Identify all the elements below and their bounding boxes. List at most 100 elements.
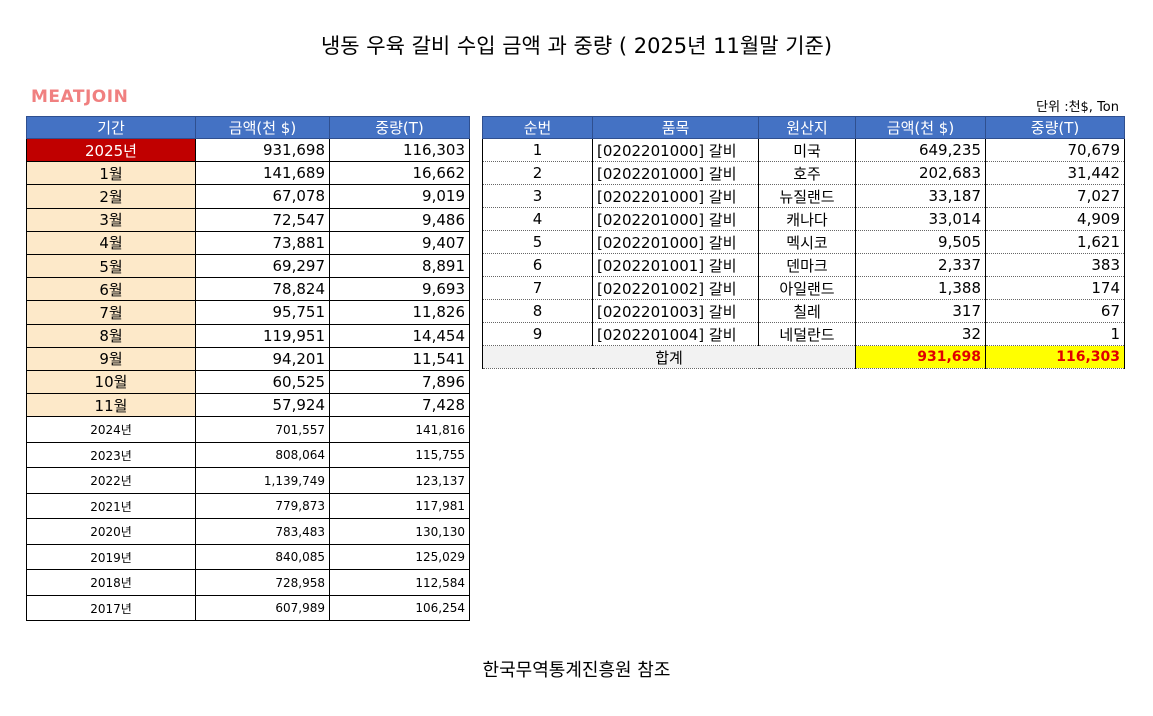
period-cell: 3월 (26, 207, 196, 232)
period-cell: 931,698 (195, 137, 330, 163)
total-value: 931,698 (855, 345, 986, 369)
period-cell: 808,064 (195, 441, 330, 469)
period-cell: 78,824 (195, 277, 330, 302)
period-cell: 7,428 (329, 393, 470, 418)
origin-cell: [0202201000] 갈비 (592, 207, 759, 231)
period-cell: 7월 (26, 300, 196, 325)
origin-cell: 뉴질랜드 (758, 184, 856, 208)
header-cell: 금액(천 $) (855, 116, 986, 139)
origin-table: 순번 품목 원산지 금액(천 $) 중량(T) 1 [0202201000] 갈비 미국 649… (482, 116, 1125, 369)
period-cell: 9,407 (329, 230, 470, 255)
period-row: 8월 119,951 14,454 (26, 323, 470, 348)
period-row: 5월 69,297 8,891 (26, 253, 470, 279)
origin-cell: 70,679 (985, 138, 1125, 162)
period-row: 10월 60,525 7,896 (26, 369, 470, 395)
origin-cell: 649,235 (855, 138, 986, 162)
origin-cell: 7 (482, 276, 593, 300)
origin-cell: 33,187 (855, 184, 986, 208)
origin-cell: 7,027 (985, 184, 1125, 208)
period-cell: 115,755 (329, 441, 470, 469)
origin-cell: [0202201000] 갈비 (592, 138, 759, 162)
period-cell: 783,483 (195, 518, 330, 545)
origin-cell: 33,014 (855, 207, 986, 231)
period-cell: 2025년 (26, 137, 196, 163)
header-cell: 원산지 (758, 116, 856, 139)
period-row: 11월 57,924 7,428 (26, 393, 470, 418)
period-row: 2월 67,078 9,019 (26, 184, 470, 209)
period-cell: 117,981 (329, 492, 470, 520)
period-cell: 1월 (26, 161, 196, 186)
origin-cell: 67 (985, 299, 1125, 323)
origin-row: 2 [0202201000] 갈비 호주 202,683 31,442 (482, 161, 1125, 185)
period-cell: 130,130 (329, 518, 470, 545)
origin-cell: 5 (482, 230, 593, 254)
period-cell: 4월 (26, 230, 196, 255)
origin-row: 3 [0202201000] 갈비 뉴질랜드 33,187 7,027 (482, 184, 1125, 208)
origin-cell: [0202201000] 갈비 (592, 161, 759, 185)
period-cell: 112,584 (329, 569, 470, 596)
period-cell: 94,201 (195, 346, 330, 371)
header-cell: 품목 (592, 116, 759, 139)
header-cell: 중량(T) (985, 116, 1125, 139)
period-table: 기간 금액(천 $) 중량(T) 2025년 931,698 116,303 1월 141,6… (26, 116, 470, 622)
origin-cell: 383 (985, 253, 1125, 277)
origin-cell: [0202201004] 갈비 (592, 322, 759, 346)
period-cell: 8월 (26, 323, 196, 348)
origin-cell: 캐나다 (758, 207, 856, 231)
period-row: 2020년 783,483 130,130 (26, 518, 470, 545)
period-row: 2023년 808,064 115,755 (26, 441, 470, 469)
period-cell: 72,547 (195, 207, 330, 232)
origin-cell: [0202201001] 갈비 (592, 253, 759, 277)
period-cell: 123,137 (329, 467, 470, 494)
origin-cell: [0202201002] 갈비 (592, 276, 759, 300)
period-cell: 2022년 (26, 467, 196, 494)
period-cell: 67,078 (195, 184, 330, 209)
period-cell: 840,085 (195, 543, 330, 571)
period-cell: 11,541 (329, 346, 470, 371)
origin-cell: 1 (482, 138, 593, 162)
origin-cell: 4 (482, 207, 593, 231)
origin-row: 8 [0202201003] 갈비 칠레 317 67 (482, 299, 1125, 323)
period-cell: 106,254 (329, 594, 470, 622)
period-cell: 1,139,749 (195, 467, 330, 494)
period-cell: 69,297 (195, 253, 330, 279)
logo: MEATJOIN (31, 87, 129, 107)
origin-cell: 1,388 (855, 276, 986, 300)
origin-cell: 미국 (758, 138, 856, 162)
origin-cell: 2 (482, 161, 593, 185)
period-cell: 607,989 (195, 594, 330, 622)
period-cell: 57,924 (195, 393, 330, 418)
origin-cell: 174 (985, 276, 1125, 300)
period-cell: 2018년 (26, 569, 196, 596)
period-cell: 73,881 (195, 230, 330, 255)
period-row: 1월 141,689 16,662 (26, 161, 470, 186)
origin-cell: [0202201003] 갈비 (592, 299, 759, 323)
header-cell: 순번 (482, 116, 593, 139)
period-cell: 779,873 (195, 492, 330, 520)
origin-cell: 8 (482, 299, 593, 323)
period-cell: 6월 (26, 277, 196, 302)
period-cell: 2019년 (26, 543, 196, 571)
period-cell: 119,951 (195, 323, 330, 348)
origin-cell: 덴마크 (758, 253, 856, 277)
origin-cell: 32 (855, 322, 986, 346)
period-row: 2018년 728,958 112,584 (26, 569, 470, 596)
origin-row: 9 [0202201004] 갈비 네덜란드 32 1 (482, 322, 1125, 346)
period-cell: 2월 (26, 184, 196, 209)
period-cell: 728,958 (195, 569, 330, 596)
period-cell: 9,486 (329, 207, 470, 232)
period-cell: 16,662 (329, 161, 470, 186)
period-cell: 116,303 (329, 137, 470, 163)
header-row: 기간 금액(천 $) 중량(T) (26, 116, 470, 139)
period-cell: 9,693 (329, 277, 470, 302)
origin-cell: 317 (855, 299, 986, 323)
period-row: 4월 73,881 9,407 (26, 230, 470, 255)
period-cell: 701,557 (195, 416, 330, 443)
origin-cell: [0202201000] 갈비 (592, 184, 759, 208)
period-cell: 125,029 (329, 543, 470, 571)
total-label: 합계 (482, 345, 856, 369)
period-cell: 95,751 (195, 300, 330, 325)
origin-row: 1 [0202201000] 갈비 미국 649,235 70,679 (482, 138, 1125, 162)
total-row: 합계 931,698 116,303 (482, 345, 1125, 369)
